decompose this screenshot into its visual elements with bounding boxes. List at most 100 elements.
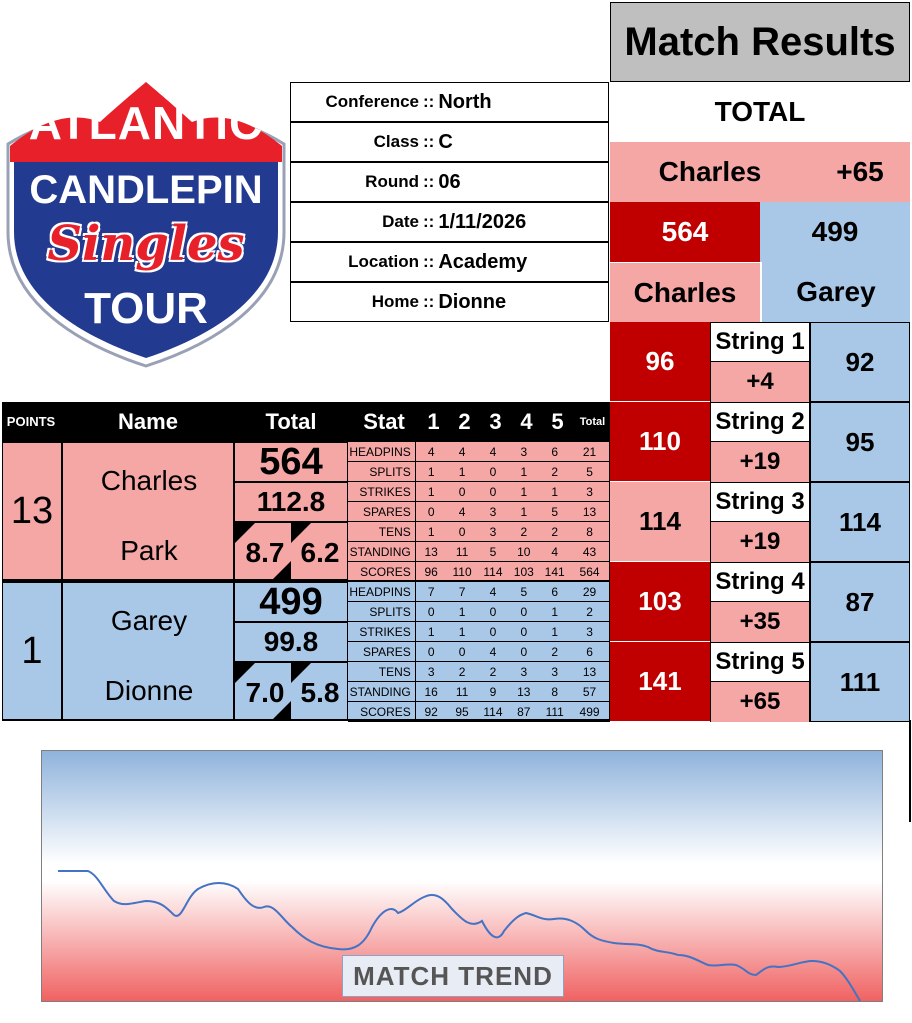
stat-value: 2 <box>489 664 497 679</box>
stat-value: 6 <box>551 444 559 459</box>
stat-total: 3 <box>586 484 593 499</box>
stat-value: 103 <box>513 564 534 579</box>
info-row-conference: Conference:: North <box>290 82 609 122</box>
total-score-b: 499 <box>760 202 910 262</box>
player-b-name: Garey <box>760 262 910 322</box>
info-separator: :: <box>423 212 435 231</box>
player-names: Garey Dionne <box>62 582 234 720</box>
string-diff: +65 <box>710 682 810 722</box>
stat-row-scores: SCORES 96 110 114 103 141 564 <box>348 562 610 582</box>
info-value: Dionne <box>438 290 507 313</box>
player-divider <box>2 580 610 582</box>
player-names: Charles Park <box>62 442 234 580</box>
stat-total: 6 <box>586 644 593 659</box>
stat-value: 1 <box>520 484 528 499</box>
stat-value: 3 <box>427 664 435 679</box>
string-score-b: 87 <box>810 562 910 642</box>
stat-value: 141 <box>544 564 565 579</box>
stat-row-standing: STANDING 16 11 9 13 8 57 <box>348 682 610 702</box>
stat-value: 0 <box>458 524 466 539</box>
leader-name: Charles <box>658 156 762 187</box>
stat-label: SCORES <box>348 562 416 581</box>
stat-value: 8 <box>551 684 559 699</box>
stat-label: STANDING <box>348 682 416 701</box>
string-score-a: 103 <box>610 562 710 642</box>
stat-row-tens: TENS 3 2 2 3 3 13 <box>348 662 610 682</box>
corner-marker-icon <box>235 523 311 579</box>
info-row-date: Date:: 1/11/2026 <box>290 202 609 242</box>
stat-value: 0 <box>489 624 497 639</box>
info-value: North <box>438 90 492 113</box>
string-score-b: 111 <box>810 642 910 722</box>
player-first-name: Charles <box>100 465 198 496</box>
stat-total: 21 <box>582 444 597 459</box>
stat-value: 7 <box>427 584 435 599</box>
stat-value: 0 <box>427 504 435 519</box>
stat-value: 6 <box>551 584 559 599</box>
stat-value: 2 <box>520 524 528 539</box>
stat-value: 1 <box>427 464 435 479</box>
stat-row-scores: SCORES 92 95 114 87 111 499 <box>348 702 610 722</box>
stat-value: 1 <box>458 604 466 619</box>
header-points: POINTS <box>6 414 56 429</box>
stat-total: 13 <box>582 504 597 519</box>
logo-line-candlepin: CANDLEPIN <box>29 168 263 212</box>
stat-value: 5 <box>489 544 497 559</box>
logo-line-tour: TOUR <box>84 284 208 333</box>
stat-value: 87 <box>517 704 531 719</box>
info-separator: :: <box>423 92 435 111</box>
trend-label-text: MATCH TREND <box>353 960 553 991</box>
stat-value: 4 <box>489 584 497 599</box>
stat-value: 1 <box>458 624 466 639</box>
leader-margin: +65 <box>836 156 884 187</box>
stat-total: 8 <box>586 524 593 539</box>
right-border-line <box>909 720 911 822</box>
player-points: 1 <box>2 582 62 720</box>
info-separator: :: <box>423 132 435 151</box>
header-col-5: 5 <box>551 409 564 434</box>
stat-value: 5 <box>520 584 528 599</box>
stat-label: SPARES <box>348 642 416 661</box>
stat-label: SCORES <box>348 702 416 721</box>
stat-label: SPLITS <box>348 462 416 481</box>
corner-marker-icon <box>235 663 311 719</box>
player-total: 499 <box>234 581 348 623</box>
stat-label: STRIKES <box>348 622 416 641</box>
info-row-home: Home:: Dionne <box>290 282 609 322</box>
stat-value: 111 <box>545 704 564 719</box>
logo-line-atlantic: ATLANTIC <box>28 97 264 149</box>
info-row-location: Location:: Academy <box>290 242 609 282</box>
stat-value: 0 <box>427 644 435 659</box>
header-col-1: 1 <box>427 409 440 434</box>
info-label: Home <box>371 292 419 311</box>
stat-label: STANDING <box>348 542 416 561</box>
stat-total: 57 <box>582 684 597 699</box>
string-score-a: 96 <box>610 322 710 402</box>
stat-value: 3 <box>489 524 497 539</box>
stat-value: 1 <box>551 624 559 639</box>
info-separator: :: <box>423 172 435 191</box>
stat-value: 0 <box>489 484 497 499</box>
stat-value: 0 <box>520 644 528 659</box>
stat-value: 2 <box>551 464 559 479</box>
player-points: 13 <box>2 442 62 580</box>
stat-row-splits: SPLITS 0 1 0 0 1 2 <box>348 602 610 622</box>
stat-total: 13 <box>582 664 597 679</box>
stat-value: 3 <box>520 664 528 679</box>
stat-value: 1 <box>427 524 435 539</box>
stat-label: TENS <box>348 522 416 541</box>
stat-value: 114 <box>483 704 503 719</box>
stat-value: 13 <box>424 544 438 559</box>
string-label: String 5 <box>710 642 810 682</box>
string-score-b: 95 <box>810 402 910 482</box>
stat-value: 9 <box>489 684 497 699</box>
stat-value: 2 <box>551 524 559 539</box>
total-label: TOTAL <box>610 82 910 142</box>
player-first-name: Garey <box>110 605 188 636</box>
stat-value: 4 <box>458 444 466 459</box>
stat-row-splits: SPLITS 1 1 0 1 2 5 <box>348 462 610 482</box>
stat-value: 1 <box>551 604 559 619</box>
player-last-name: Park <box>120 535 178 566</box>
stat-row-strikes: STRIKES 1 1 0 0 1 3 <box>348 622 610 642</box>
stat-label: SPARES <box>348 502 416 521</box>
